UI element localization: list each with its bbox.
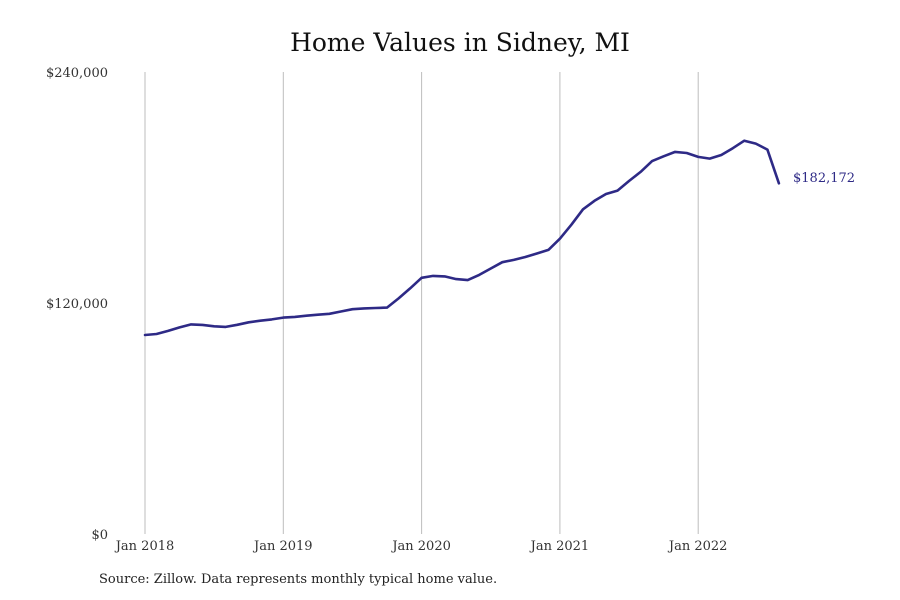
x-tick-label: Jan 2021 <box>529 539 590 554</box>
vertical-gridlines <box>144 72 699 534</box>
x-tick-label: Jan 2019 <box>252 539 313 554</box>
source-note: Source: Zillow. Data represents monthly … <box>99 572 498 587</box>
end-value-label: $182,172 <box>793 171 855 186</box>
x-tick-label: Jan 2022 <box>667 539 728 554</box>
y-tick-label: $0 <box>91 528 108 543</box>
x-tick-label: Jan 2018 <box>114 539 175 554</box>
x-tick-label: Jan 2020 <box>390 539 451 554</box>
x-axis-tick-labels: Jan 2018 Jan 2019 Jan 2020 Jan 2021 Jan 2022 <box>114 539 728 554</box>
y-tick-label: $120,000 <box>46 297 108 312</box>
y-axis-tick-labels: $0 $120,000 $240,000 <box>46 66 108 543</box>
series-line-home-value <box>143 139 781 337</box>
y-tick-label: $240,000 <box>46 66 108 81</box>
chart-title: Home Values in Sidney, MI <box>290 28 630 57</box>
